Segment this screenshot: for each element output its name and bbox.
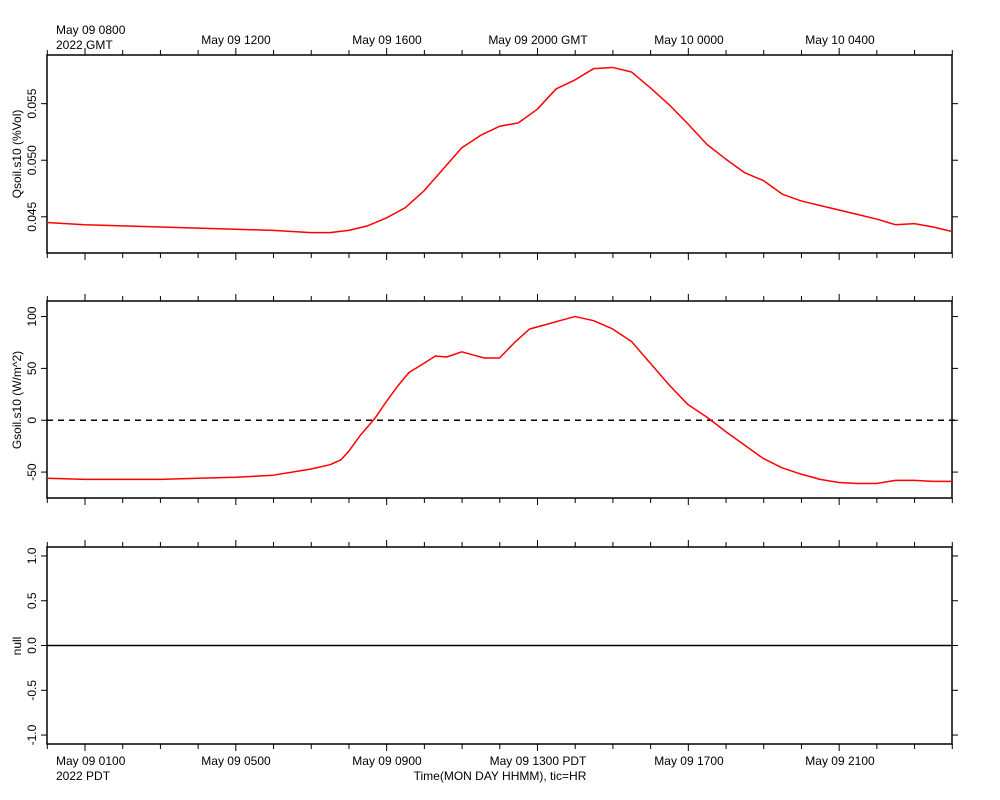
- top-axis-label: May 09 1200: [201, 33, 271, 47]
- y-tick-label: 0.0: [25, 637, 39, 654]
- top-axis-label: May 09 1600: [352, 33, 422, 47]
- y-tick-label: 1.0: [25, 547, 39, 564]
- top-axis-first-label-line1: May 09 0800: [56, 23, 126, 37]
- y-tick-label: 0.055: [25, 88, 39, 118]
- bottom-axis-label: May 09 0900: [352, 754, 422, 768]
- bottom-axis-label: May 09 0500: [201, 754, 271, 768]
- top-axis-label: May 10 0400: [805, 33, 875, 47]
- y-tick-label: -1.0: [25, 724, 39, 745]
- series-line: [46, 66, 953, 234]
- gsoil-panel: Gsoil.s10 (W/m^2) -50 0 50 100: [10, 294, 960, 505]
- series-line: [46, 315, 952, 485]
- top-axis-first-label-line2: 2022 GMT: [56, 38, 113, 52]
- y-axis-title: Qsoil.s10 (%Vol): [10, 110, 24, 199]
- bottom-axis-label: May 09 1300 PDT: [490, 754, 587, 768]
- plot-frame: [46, 300, 953, 499]
- bottom-axis-first-label-line2: 2022 PDT: [56, 769, 111, 783]
- y-tick-label: 0: [25, 417, 39, 424]
- null-panel: null -1.0 -0.5 0.0 0.5 1.0: [10, 540, 958, 751]
- top-axis-label: May 09 2000 GMT: [488, 33, 588, 47]
- bottom-axis-label: May 09 1700: [654, 754, 724, 768]
- y-tick-label: 100: [25, 306, 39, 326]
- top-time-axis: May 09 0800 2022 GMT May 09 1200 May 09 …: [56, 23, 875, 52]
- bottom-axis-first-label-line1: May 09 0100: [56, 754, 126, 768]
- y-tick-label: 50: [25, 361, 39, 375]
- y-tick-label: -50: [25, 463, 39, 481]
- time-axis-title: Time(MON DAY HHMM), tic=HR: [414, 769, 587, 783]
- y-tick-label: 0.045: [25, 201, 39, 231]
- bottom-time-axis: May 09 0100 2022 PDT May 09 0500 May 09 …: [56, 754, 875, 783]
- y-axis-title: Gsoil.s10 (W/m^2): [10, 351, 24, 449]
- y-axis-title: null: [10, 637, 24, 656]
- qsoil-panel: Qsoil.s10 (%Vol) 0.045 0.050 0.055: [10, 48, 958, 260]
- plot-frame: [46, 54, 953, 254]
- y-tick-label: 0.050: [25, 145, 39, 175]
- bottom-axis-label: May 09 2100: [805, 754, 875, 768]
- y-tick-label: 0.5: [25, 592, 39, 609]
- top-axis-label: May 10 0000: [654, 33, 724, 47]
- y-tick-label: -0.5: [25, 680, 39, 701]
